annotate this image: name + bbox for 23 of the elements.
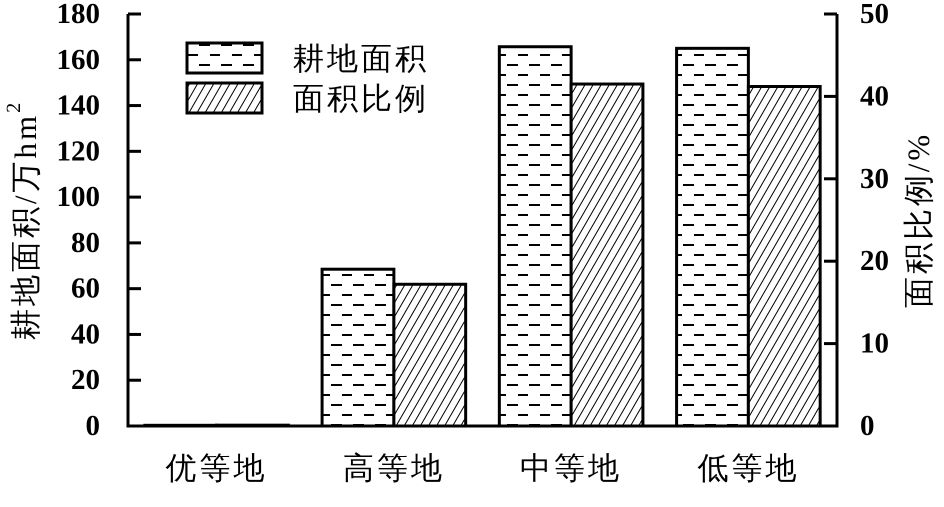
- legend-label: 面积比例: [293, 80, 429, 116]
- y-tick-label: 180: [56, 0, 100, 30]
- y-tick-label: 160: [56, 44, 100, 76]
- y2-tick-label: 30: [860, 162, 889, 195]
- x-tick-label: 中等地: [520, 450, 622, 486]
- y2-tick-label: 50: [860, 0, 889, 30]
- y-tick-label: 20: [71, 364, 100, 396]
- y2-tick-label: 20: [860, 245, 889, 278]
- y2-axis-title: 面积比例/%: [900, 132, 936, 308]
- x-tick-label: 低等地: [697, 450, 800, 486]
- y-tick-label: 40: [71, 318, 100, 350]
- x-tick-label: 优等地: [166, 450, 268, 486]
- legend-label: 耕地面积: [293, 40, 429, 76]
- y-tick-label: 0: [86, 410, 100, 442]
- y2-tick-label: 40: [860, 80, 889, 112]
- y-tick-label: 80: [71, 226, 100, 259]
- y2-tick-label: 10: [860, 328, 889, 360]
- y-tick-label: 100: [56, 181, 100, 214]
- x-tick-label: 高等地: [342, 450, 445, 486]
- y-tick-label: 120: [56, 135, 100, 168]
- y-tick-label: 140: [56, 90, 100, 122]
- y2-tick-label: 0: [860, 410, 874, 442]
- y-tick-label: 60: [71, 272, 100, 305]
